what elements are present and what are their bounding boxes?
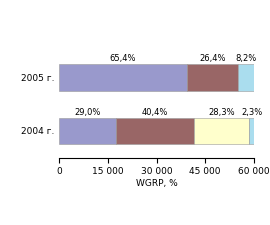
Bar: [194, 118, 249, 144]
Bar: [59, 64, 187, 91]
Text: 26,4%: 26,4%: [199, 54, 225, 63]
Text: 29,0%: 29,0%: [75, 108, 101, 117]
Bar: [238, 64, 254, 91]
Text: 28,3%: 28,3%: [208, 108, 235, 117]
Text: 65,4%: 65,4%: [110, 54, 136, 63]
Bar: [187, 64, 238, 91]
Text: 8,2%: 8,2%: [235, 54, 256, 63]
Text: 2,3%: 2,3%: [241, 108, 262, 117]
Bar: [59, 118, 116, 144]
Text: 40,4%: 40,4%: [142, 108, 168, 117]
X-axis label: WGRP, %: WGRP, %: [136, 179, 177, 188]
Bar: [116, 118, 194, 144]
Bar: [249, 118, 254, 144]
